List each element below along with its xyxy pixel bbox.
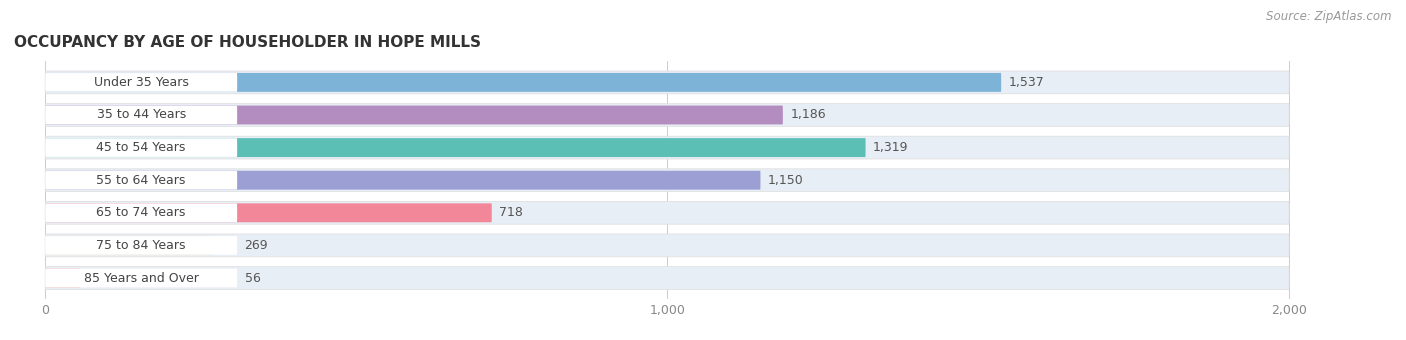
- FancyBboxPatch shape: [45, 169, 1289, 192]
- Text: 55 to 64 Years: 55 to 64 Years: [97, 174, 186, 187]
- FancyBboxPatch shape: [45, 267, 1289, 289]
- FancyBboxPatch shape: [45, 201, 1289, 224]
- Text: 1,150: 1,150: [768, 174, 804, 187]
- Text: Under 35 Years: Under 35 Years: [94, 76, 188, 89]
- Text: 1,186: 1,186: [790, 108, 825, 121]
- FancyBboxPatch shape: [45, 236, 238, 255]
- FancyBboxPatch shape: [45, 138, 238, 157]
- Text: 85 Years and Over: 85 Years and Over: [84, 272, 198, 285]
- Text: 1,537: 1,537: [1008, 76, 1045, 89]
- FancyBboxPatch shape: [45, 171, 761, 190]
- FancyBboxPatch shape: [45, 234, 1289, 257]
- Text: 65 to 74 Years: 65 to 74 Years: [97, 206, 186, 219]
- Text: 1,319: 1,319: [873, 141, 908, 154]
- FancyBboxPatch shape: [45, 138, 866, 157]
- FancyBboxPatch shape: [45, 269, 80, 287]
- FancyBboxPatch shape: [45, 104, 1289, 126]
- FancyBboxPatch shape: [45, 136, 1289, 159]
- FancyBboxPatch shape: [45, 106, 238, 124]
- Text: 45 to 54 Years: 45 to 54 Years: [97, 141, 186, 154]
- Text: 56: 56: [245, 272, 260, 285]
- Text: 35 to 44 Years: 35 to 44 Years: [97, 108, 186, 121]
- Text: Source: ZipAtlas.com: Source: ZipAtlas.com: [1267, 10, 1392, 23]
- FancyBboxPatch shape: [45, 203, 238, 222]
- FancyBboxPatch shape: [45, 73, 238, 92]
- FancyBboxPatch shape: [45, 105, 783, 124]
- FancyBboxPatch shape: [45, 203, 492, 222]
- FancyBboxPatch shape: [45, 236, 212, 255]
- FancyBboxPatch shape: [45, 71, 1289, 94]
- Text: OCCUPANCY BY AGE OF HOUSEHOLDER IN HOPE MILLS: OCCUPANCY BY AGE OF HOUSEHOLDER IN HOPE …: [14, 35, 481, 50]
- FancyBboxPatch shape: [45, 269, 238, 287]
- Text: 269: 269: [245, 239, 269, 252]
- Text: 75 to 84 Years: 75 to 84 Years: [97, 239, 186, 252]
- FancyBboxPatch shape: [45, 73, 1001, 92]
- FancyBboxPatch shape: [45, 171, 238, 190]
- Text: 718: 718: [499, 206, 523, 219]
